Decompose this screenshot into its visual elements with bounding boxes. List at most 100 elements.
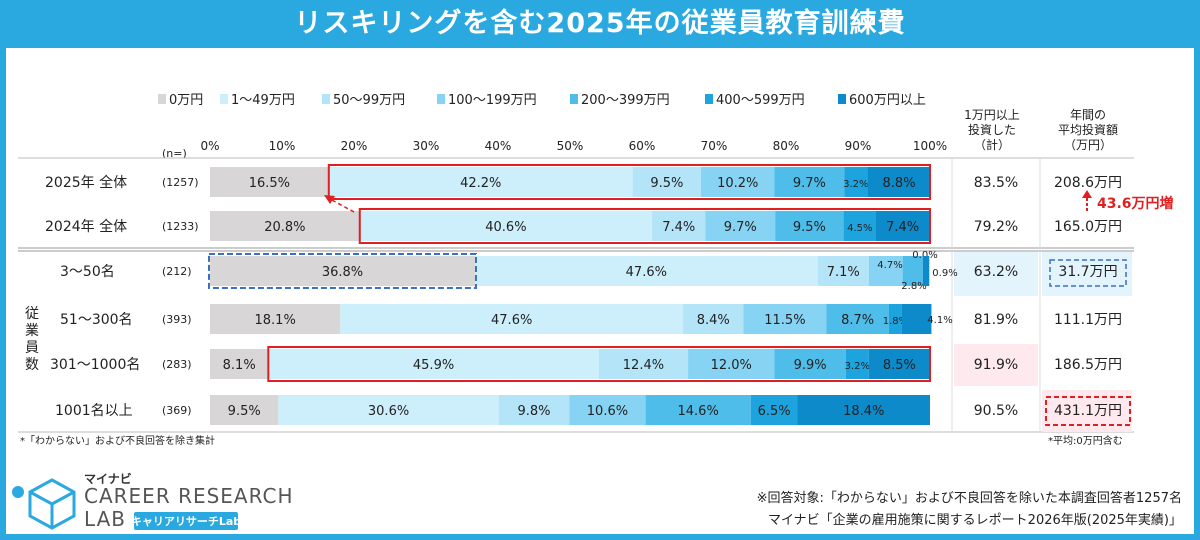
data-label: 3.2% (843, 179, 868, 190)
data-label: 7.1% (827, 265, 860, 280)
bar-segment (701, 167, 775, 197)
bar-segment (750, 395, 798, 425)
bar-segment (474, 256, 818, 286)
data-label: 4.1% (927, 315, 952, 326)
bar-segment (268, 349, 599, 379)
row-n: (369) (162, 404, 192, 417)
invested-value: 63.2% (974, 264, 1018, 280)
data-label: 8.1% (223, 358, 256, 373)
bar-segment (498, 395, 570, 425)
row-n: (1233) (162, 220, 199, 233)
shift-arrow (329, 198, 355, 213)
data-label: 30.6% (368, 404, 409, 419)
average-value: 111.1万円 (1054, 312, 1122, 328)
row-label: 2024年 全体 (45, 218, 127, 235)
bar-segment (652, 211, 706, 241)
logo-kana: キャリアリサーチLab (131, 515, 241, 528)
dashed-highlight-box (208, 253, 477, 289)
legend-label: 0万円 (169, 93, 203, 108)
invested-value: 81.9% (974, 312, 1018, 328)
x-tick-label: 30% (413, 139, 440, 153)
row-label: 1001名以上 (55, 403, 133, 419)
group-label-char: 業 (25, 323, 39, 339)
bar-segment (826, 304, 889, 334)
data-label: 8.4% (697, 313, 730, 328)
average-value: 186.5万円 (1054, 357, 1122, 373)
bar-segment (774, 167, 845, 197)
row-n: (212) (162, 265, 192, 278)
bar-segment (278, 395, 499, 425)
col-header-average: 年間の (1070, 108, 1106, 122)
data-label: 47.6% (491, 313, 532, 328)
group-label-char: 員 (25, 340, 39, 356)
legend-swatch (158, 94, 166, 104)
invested-value: 91.9% (974, 357, 1018, 373)
bar-segment (210, 349, 269, 379)
data-label: 4.5% (847, 223, 872, 234)
data-label: 11.5% (764, 313, 805, 328)
data-label: 12.4% (623, 358, 664, 373)
bar-segment (328, 167, 633, 197)
row-label: 2025年 全体 (45, 174, 127, 191)
n-header: (n=) (162, 147, 187, 160)
data-label: 10.6% (587, 404, 628, 419)
bar-segment (843, 211, 876, 241)
bar-segment (844, 167, 868, 197)
logo-text: CAREER RESEARCH (84, 484, 294, 508)
bar-segment (340, 304, 684, 334)
legend-swatch (322, 94, 330, 104)
bar-segment (797, 395, 930, 425)
legend-label: 400～599万円 (716, 93, 805, 108)
data-label: 16.5% (249, 176, 290, 191)
data-label: 6.5% (758, 404, 791, 419)
data-label: 3.2% (845, 361, 870, 372)
data-label: 9.9% (794, 358, 827, 373)
bar-segment (210, 167, 329, 197)
source-line: マイナビ「企業の雇用施策に関するレポート2026年版(2025年実績)」 (768, 512, 1182, 528)
row-n: (283) (162, 358, 192, 371)
logo-mark (12, 486, 24, 498)
highlight-box (358, 208, 931, 244)
legend-label: 600万円以上 (849, 93, 926, 108)
dashed-average-box-red (1045, 396, 1131, 426)
bar-segment (876, 211, 930, 241)
highlight-box (267, 346, 931, 382)
data-label: 12.0% (711, 358, 752, 373)
data-label: 20.8% (264, 220, 305, 235)
logo-mark (28, 478, 76, 530)
bar-segment (868, 256, 903, 286)
bar-segment (598, 349, 689, 379)
legend-swatch (838, 94, 846, 104)
col-header-average: （万円） (1064, 138, 1112, 152)
col-header-average: 平均投資額 (1058, 122, 1118, 137)
data-label: 7.4% (886, 220, 919, 235)
data-label: 8.7% (841, 313, 874, 328)
x-tick-label: 0% (200, 139, 219, 153)
logo-text: LAB (84, 507, 126, 531)
note-right: *平均:0万円含む (1048, 434, 1123, 447)
bar-segment (688, 349, 775, 379)
legend-swatch (437, 94, 445, 104)
legend-swatch (705, 94, 713, 104)
legend-label: 1～49万円 (231, 93, 295, 108)
data-label: 40.6% (485, 220, 526, 235)
bar-segment (845, 349, 869, 379)
logo-kana-bg (134, 512, 238, 530)
average-value: 31.7万円 (1058, 264, 1117, 280)
x-tick-label: 70% (701, 139, 728, 153)
bar-segment (210, 211, 360, 241)
data-label: 42.2% (460, 176, 501, 191)
group-label-char: 数 (25, 357, 39, 373)
bar-segment (817, 256, 869, 286)
bar-segment (645, 395, 751, 425)
x-tick-label: 50% (557, 139, 584, 153)
data-label: 18.4% (843, 404, 884, 419)
bar-segment (210, 395, 279, 425)
col-header-invested: 投資した (968, 122, 1016, 137)
data-label: 36.8% (322, 265, 363, 280)
data-label: 47.6% (626, 265, 667, 280)
legend-label: 200～399万円 (581, 93, 670, 108)
bar-segment (210, 304, 341, 334)
data-label: 0.9% (932, 268, 957, 279)
